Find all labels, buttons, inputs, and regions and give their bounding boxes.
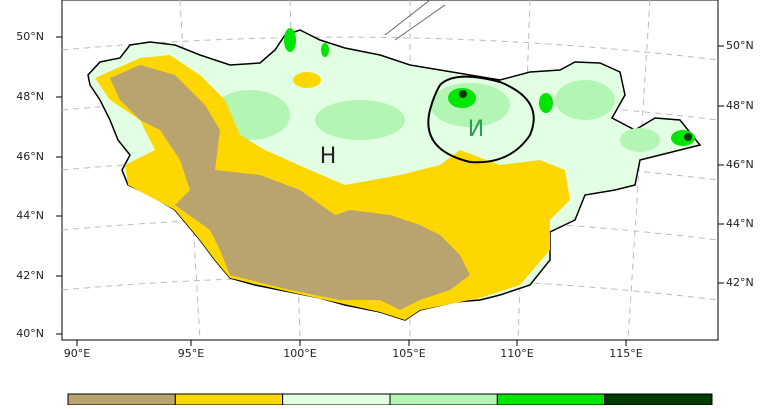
anomaly-contour <box>427 75 535 164</box>
legend-swatch <box>496 393 606 406</box>
lat-label-left: 50°N <box>16 30 44 43</box>
tan-area <box>110 65 470 310</box>
lon-label: 110°E <box>500 347 533 360</box>
lat-label-left: 48°N <box>16 90 44 103</box>
lat-label-right: 44°N <box>726 217 754 230</box>
lon-label: 105°E <box>392 347 425 360</box>
lon-label: 100°E <box>283 347 316 360</box>
annotation: Н <box>320 144 337 169</box>
lat-label-right: 50°N <box>726 39 754 52</box>
legend-swatch <box>389 393 498 406</box>
dark-green-areas <box>459 90 692 141</box>
lat-label-left: 40°N <box>16 327 44 340</box>
lat-label-right: 46°N <box>726 158 754 171</box>
lat-label-right: 48°N <box>726 99 754 112</box>
lat-label-left: 42°N <box>16 269 44 282</box>
lon-label: 115°E <box>609 347 642 360</box>
lat-label-left: 44°N <box>16 209 44 222</box>
yellow-spot <box>293 72 321 88</box>
legend-swatch <box>67 393 176 406</box>
legend-swatch <box>282 393 391 406</box>
legend-swatch <box>174 393 284 406</box>
axis-labels: 50°N 48°N 46°N 44°N 42°N 40°N 50°N 48°N 46°N 44°N… <box>16 30 753 360</box>
lat-label-left: 46°N <box>16 150 44 163</box>
lon-label: 90°E <box>64 347 90 360</box>
legend <box>67 393 713 406</box>
lat-label-right: 42°N <box>726 276 754 289</box>
annotation: И <box>468 117 484 142</box>
lon-label: 95°E <box>178 347 204 360</box>
border-line <box>384 0 446 41</box>
legend-swatch <box>604 393 713 406</box>
